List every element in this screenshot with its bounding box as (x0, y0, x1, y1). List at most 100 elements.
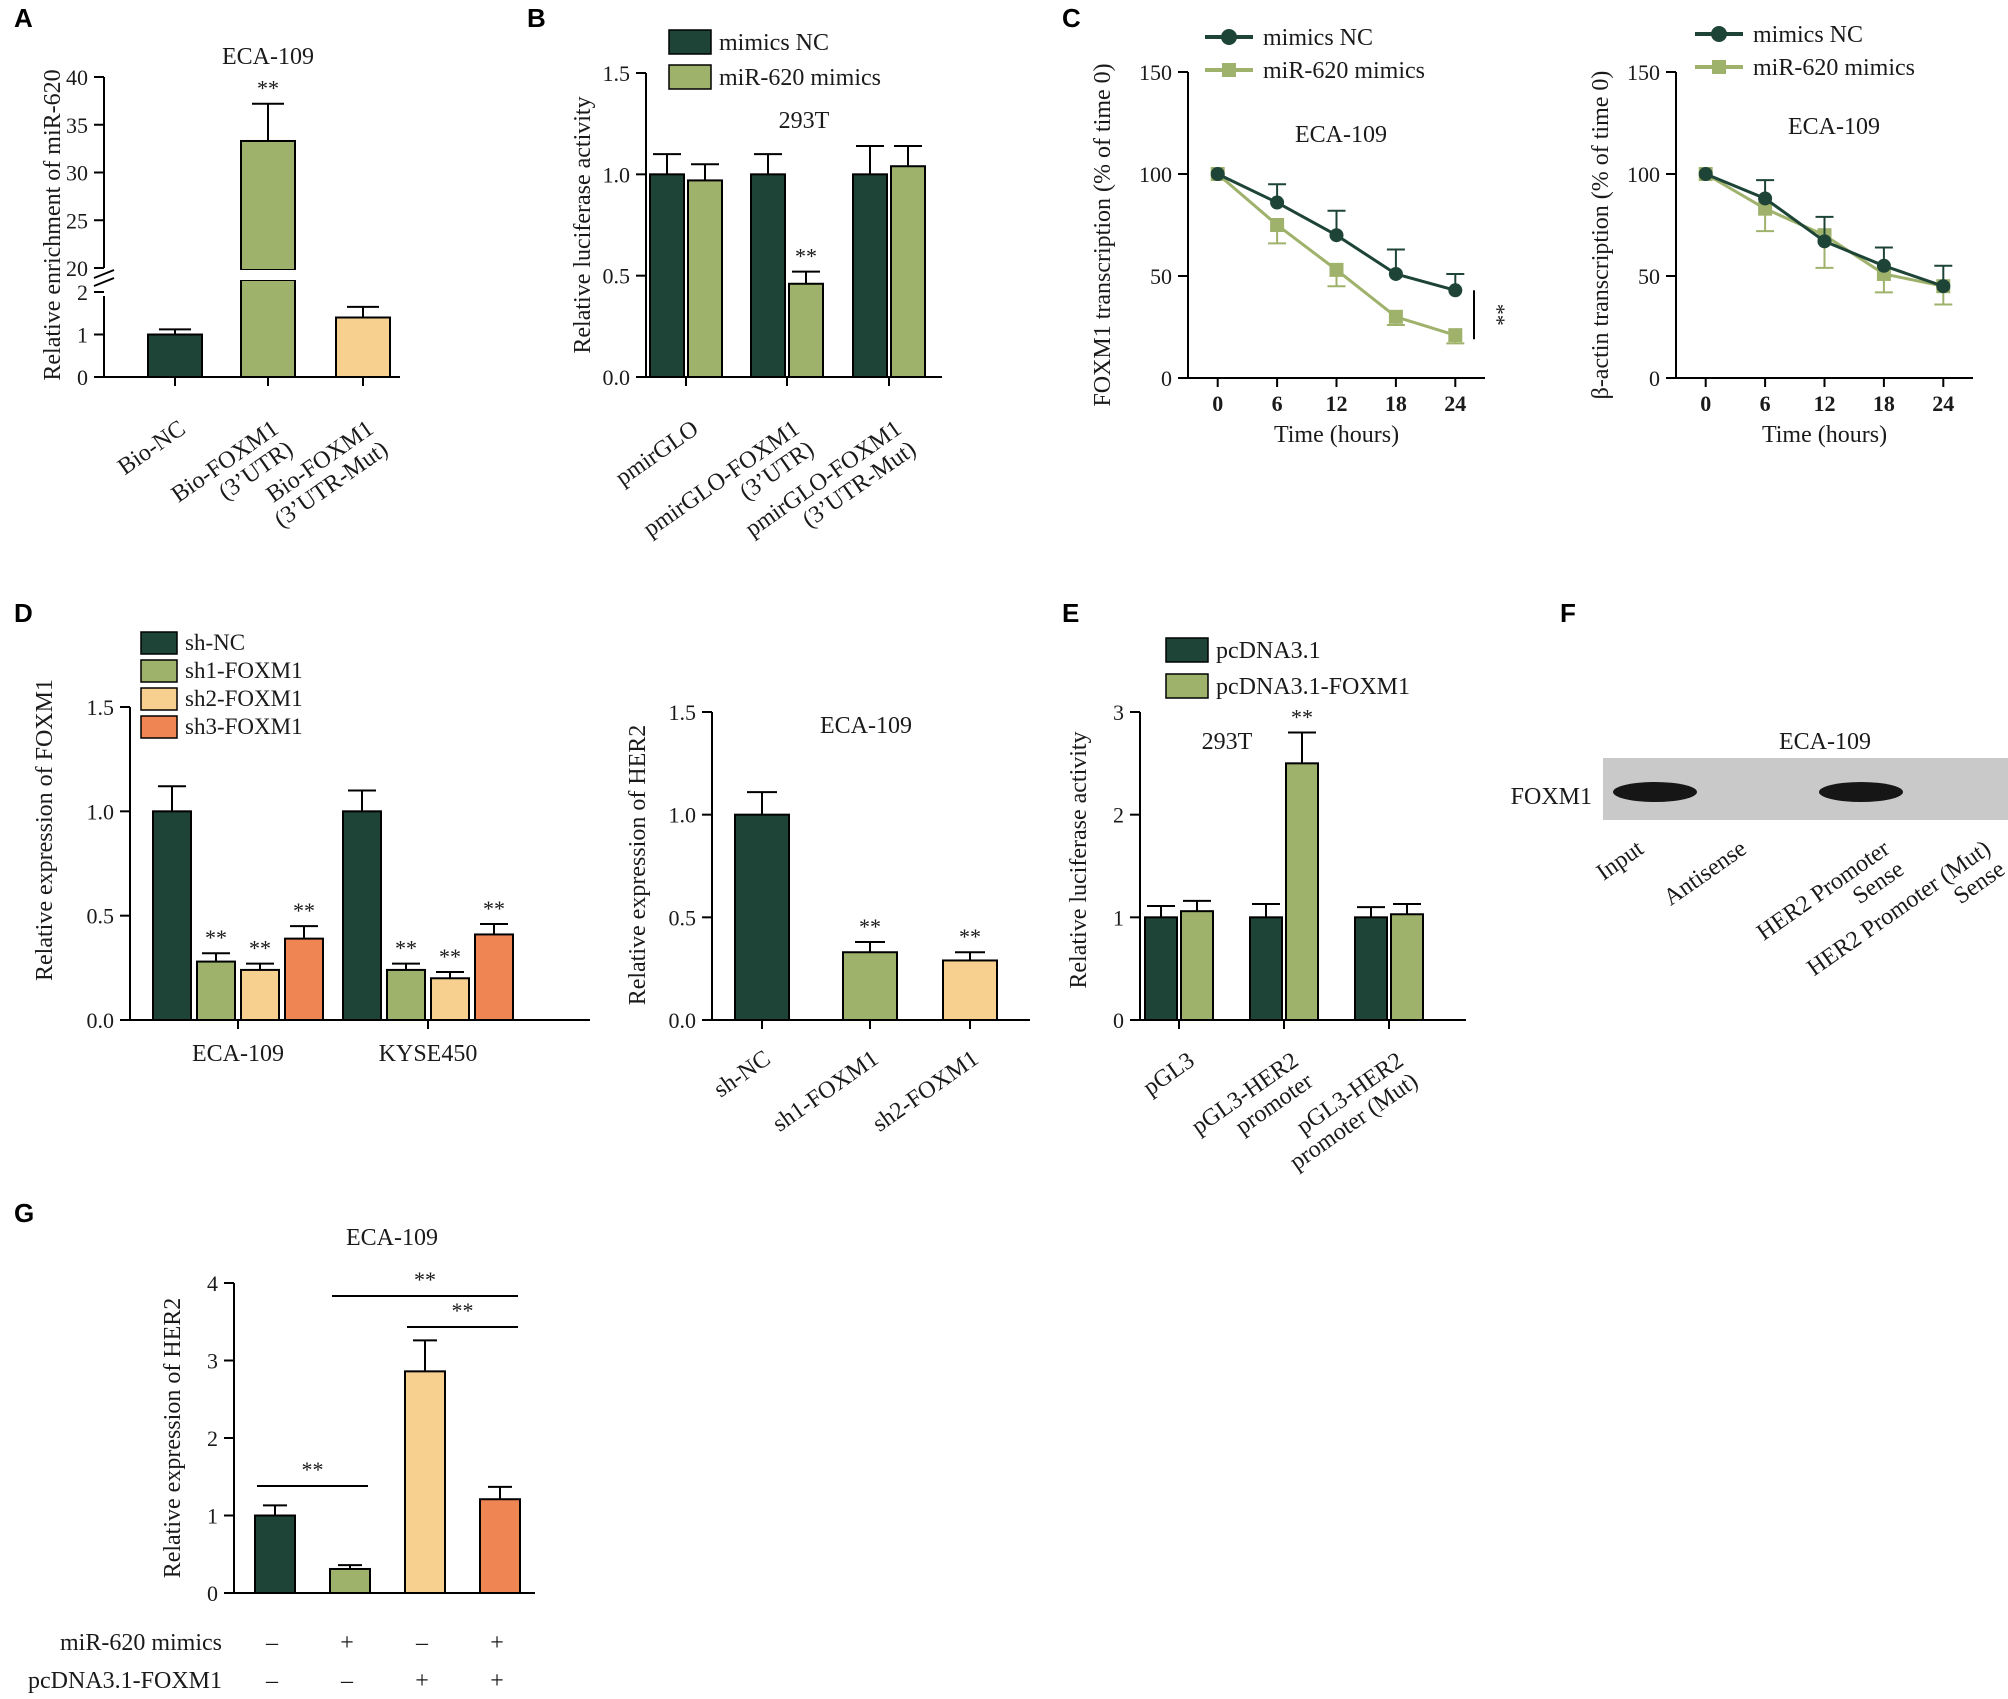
y-axis-title: Relative luciferase activity (570, 96, 596, 353)
y-axis: 0 50 100 150 (1139, 60, 1189, 391)
chart-title: ECA-109 (222, 44, 314, 70)
panel-label: D (14, 598, 33, 628)
bar-broken (237, 139, 299, 378)
y-tick-label: 30 (66, 161, 88, 186)
y-tick-label: 3 (1113, 700, 1124, 725)
legend-label: miR-620 mimics (1753, 55, 1915, 81)
series-line (1216, 172, 1456, 337)
significance-mark: ** (795, 244, 817, 269)
legend-label: sh-NC (185, 630, 245, 655)
y-axis-title: Relative expression of HER2 (625, 725, 651, 1006)
bar (479, 1498, 521, 1594)
blot-band (1819, 782, 1903, 802)
chart-title: ECA-109 (1788, 114, 1880, 140)
y-tick-label: 25 (66, 208, 88, 233)
significance-mark: ** (257, 76, 279, 101)
category-label: pGL3-HER2promoter (1187, 1048, 1318, 1161)
bar (430, 977, 470, 1021)
data-point (1270, 195, 1285, 210)
x-tick-label: 0 (1700, 391, 1711, 416)
blot-band (1613, 782, 1697, 802)
bar (342, 810, 382, 1021)
legend-swatch (140, 687, 178, 711)
error-bar (202, 952, 230, 962)
condition-row-label: miR-620 mimics (60, 1630, 222, 1656)
bar (335, 316, 391, 378)
error-bar (347, 305, 379, 318)
data-point (1448, 283, 1463, 298)
y-tick-label: 0 (1649, 366, 1660, 391)
x-tick-label: 18 (1385, 391, 1407, 416)
error-bar (1183, 899, 1211, 912)
condition-sign: – (340, 1668, 354, 1694)
category-label-line: sh-NC (709, 1046, 775, 1103)
panel-label: G (14, 1198, 34, 1228)
y-tick-label: 1 (77, 323, 88, 348)
error-bar (246, 962, 274, 970)
bar (750, 173, 786, 378)
y-tick-label: 0.5 (87, 904, 115, 929)
y-tick-label: 100 (1139, 162, 1172, 187)
x-axis-title: Time (hours) (1274, 422, 1399, 448)
legend-label: mimics NC (719, 30, 829, 56)
lane-label: Antisense (1659, 836, 1751, 912)
blot-lane: Antisense (1659, 836, 1751, 912)
y-axis: 0 1 2 3 4 (207, 1271, 235, 1606)
category-label-line: HER2 Promoter (Mut) (1803, 836, 1996, 982)
series-mir620-mimics (1210, 167, 1465, 345)
condition-row-label: pcDNA3.1-FOXM1 (28, 1668, 222, 1694)
legend-entry: pcDNA3.1 (1165, 637, 1321, 664)
legend-marker (1222, 63, 1236, 77)
bar (1249, 916, 1283, 1021)
y-tick-label: 0 (77, 365, 88, 390)
y-axis-title: FOXM1 transcription (% of time 0) (1090, 63, 1116, 406)
error-bar (856, 144, 884, 175)
significance-mark: ** (205, 925, 227, 950)
bar (1354, 916, 1388, 1021)
y-axis: 0.0 0.5 1.0 1.5 (87, 695, 131, 1033)
data-point (1329, 228, 1344, 243)
legend-marker (1712, 60, 1726, 74)
condition-sign: + (415, 1668, 429, 1694)
legend-entry: mimics NC (1205, 25, 1373, 51)
y-tick-label: 2 (207, 1426, 218, 1451)
category-label-line: Bio-NC (113, 416, 190, 481)
bar (254, 1514, 296, 1594)
significance-mark: ** (959, 924, 981, 949)
condition-sign: – (265, 1630, 279, 1656)
legend-swatch (140, 659, 178, 683)
error-bar (691, 163, 719, 181)
legend-swatch (140, 715, 178, 739)
error-bar (290, 925, 318, 939)
y-tick-label: 1.5 (87, 695, 115, 720)
legend-entry: miR-620 mimics (1695, 55, 1915, 81)
chart-title: ECA-109 (1295, 122, 1387, 148)
panel-label: C (1062, 3, 1081, 33)
error-bar (252, 102, 284, 141)
chart-title: 293T (1202, 729, 1253, 755)
x-tick-label: 6 (1760, 391, 1771, 416)
chart-title: ECA-109 (346, 1225, 438, 1251)
x-tick-label: 24 (1932, 391, 1954, 416)
bar (890, 165, 926, 378)
condition-sign: – (265, 1668, 279, 1694)
category-label: ECA-109 (192, 1041, 284, 1067)
y-tick-label: 50 (1638, 264, 1660, 289)
y-tick-label: 1 (207, 1504, 218, 1529)
x-tick-label: 12 (1814, 391, 1836, 416)
legend-label: sh2-FOXM1 (185, 686, 303, 711)
category-label-line: sh2-FOXM1 (868, 1046, 983, 1138)
series-mimics-nc (1698, 167, 1953, 294)
y-tick-label: 2 (77, 280, 88, 305)
y-tick-label: 50 (1150, 264, 1172, 289)
panel-c-left: C 0 50 100 150 0 6 12 18 24 Time (hours) mimics NC m… (1062, 3, 1510, 448)
error-bar (855, 940, 885, 953)
series-mimics-nc (1210, 167, 1465, 298)
data-point (1329, 262, 1344, 277)
x-tick-label: 0 (1212, 391, 1223, 416)
legend-label: sh3-FOXM1 (185, 714, 303, 739)
error-bar (792, 270, 820, 284)
significance-mark: ** (483, 896, 505, 921)
error-bar (1393, 902, 1421, 915)
